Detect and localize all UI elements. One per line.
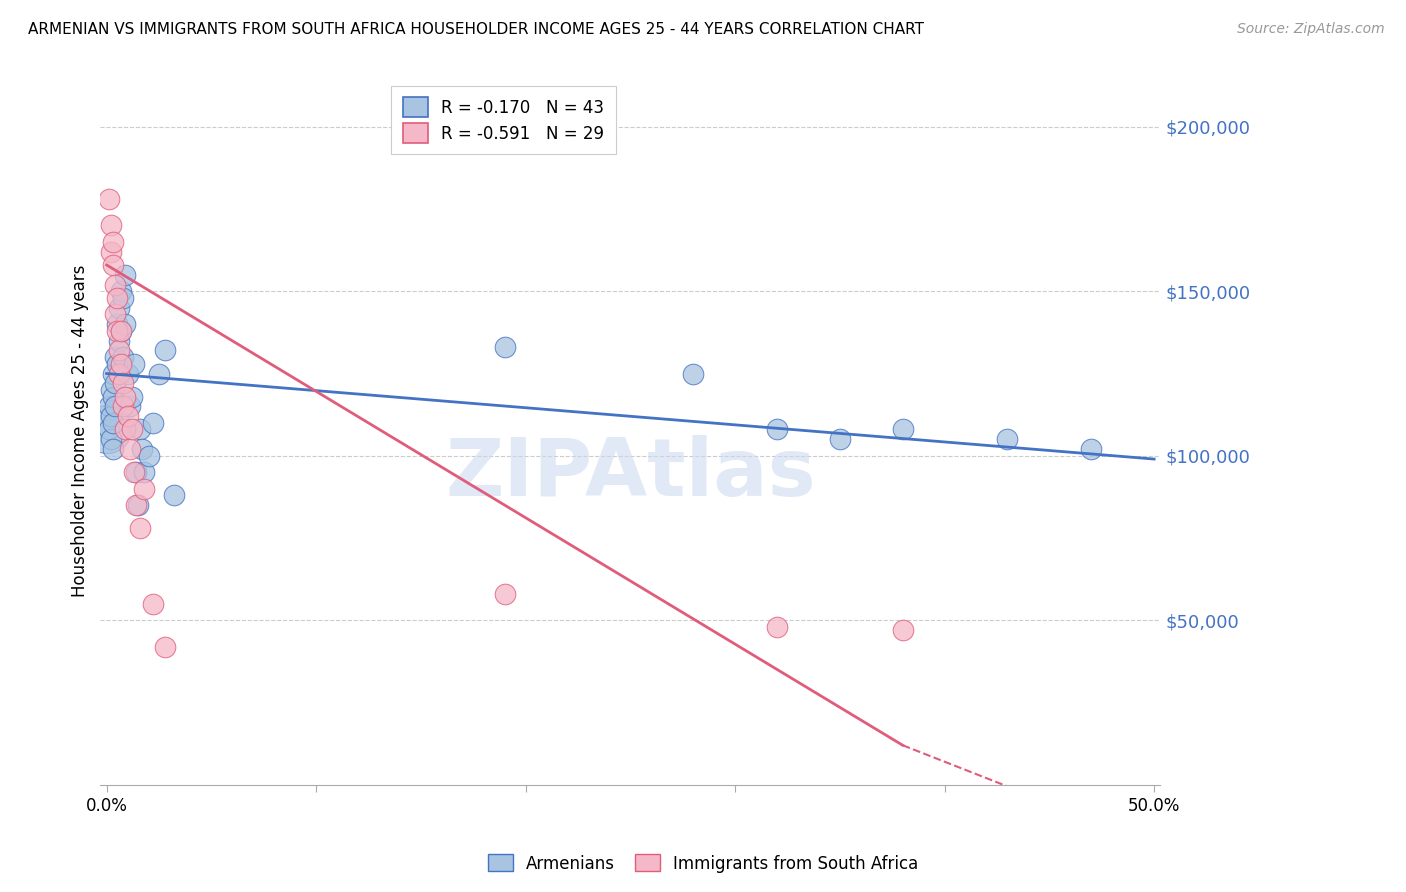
Point — [108, 367, 131, 381]
Point — [101, 258, 124, 272]
Point — [112, 376, 135, 391]
Point — [828, 433, 851, 447]
Y-axis label: Householder Income Ages 25 - 44 years: Householder Income Ages 25 - 44 years — [72, 265, 89, 598]
Point — [155, 640, 177, 654]
Point — [112, 291, 135, 305]
Point — [131, 442, 153, 457]
Point — [118, 442, 141, 457]
Point — [97, 400, 120, 414]
Point — [125, 498, 148, 512]
Point — [142, 416, 165, 430]
Point — [104, 350, 127, 364]
Point — [134, 465, 156, 479]
Point — [104, 376, 127, 391]
Point — [108, 343, 131, 358]
Point — [108, 301, 131, 315]
Point — [766, 620, 789, 634]
Point — [122, 357, 145, 371]
Point — [142, 597, 165, 611]
Point — [682, 367, 704, 381]
Point — [100, 383, 122, 397]
Point — [766, 422, 789, 436]
Point — [118, 400, 141, 414]
Point — [110, 357, 132, 371]
Point — [104, 277, 127, 292]
Point — [121, 390, 143, 404]
Point — [122, 465, 145, 479]
Point — [97, 422, 120, 436]
Point — [112, 400, 135, 414]
Point — [100, 244, 122, 259]
Point — [129, 521, 152, 535]
Point — [108, 334, 131, 348]
Point — [997, 433, 1019, 447]
Point — [138, 449, 160, 463]
Point — [105, 317, 128, 331]
Point — [891, 422, 914, 436]
Point — [101, 367, 124, 381]
Point — [101, 416, 124, 430]
Point — [494, 587, 516, 601]
Legend: Armenians, Immigrants from South Africa: Armenians, Immigrants from South Africa — [481, 847, 925, 880]
Point — [110, 324, 132, 338]
Point — [114, 317, 136, 331]
Text: ARMENIAN VS IMMIGRANTS FROM SOUTH AFRICA HOUSEHOLDER INCOME AGES 25 - 44 YEARS C: ARMENIAN VS IMMIGRANTS FROM SOUTH AFRICA… — [28, 22, 924, 37]
Point — [114, 422, 136, 436]
Point — [101, 442, 124, 457]
Point — [104, 307, 127, 321]
Text: ZIPAtlas: ZIPAtlas — [446, 434, 815, 513]
Legend: R = -0.170   N = 43, R = -0.591   N = 29: R = -0.170 N = 43, R = -0.591 N = 29 — [391, 86, 616, 154]
Point — [155, 343, 177, 358]
Point — [101, 235, 124, 249]
Text: Source: ZipAtlas.com: Source: ZipAtlas.com — [1237, 22, 1385, 37]
Point — [148, 367, 170, 381]
Point — [105, 324, 128, 338]
Point — [134, 482, 156, 496]
Point — [127, 498, 149, 512]
Point — [100, 433, 122, 447]
Point — [1080, 442, 1102, 457]
Point — [112, 350, 135, 364]
Point — [494, 340, 516, 354]
Point — [117, 367, 139, 381]
Point — [96, 422, 118, 436]
Point — [114, 268, 136, 282]
Point — [100, 409, 122, 424]
Point — [110, 324, 132, 338]
Point — [97, 192, 120, 206]
Point — [891, 623, 914, 637]
Point — [105, 291, 128, 305]
Point — [117, 409, 139, 424]
Point — [129, 422, 152, 436]
Point — [110, 285, 132, 299]
Point — [100, 219, 122, 233]
Point — [163, 488, 186, 502]
Point — [104, 400, 127, 414]
Point — [114, 390, 136, 404]
Point — [121, 422, 143, 436]
Point — [125, 465, 148, 479]
Point — [105, 357, 128, 371]
Point — [101, 390, 124, 404]
